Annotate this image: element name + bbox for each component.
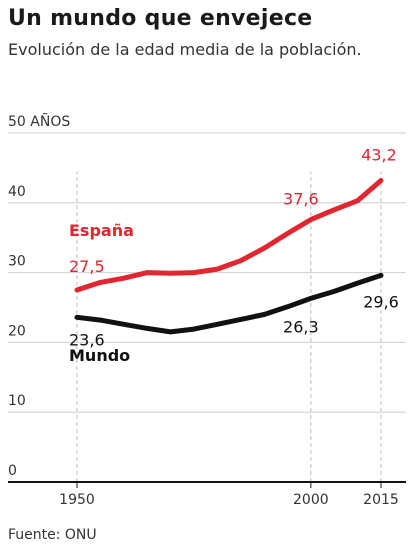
series-line-mundo <box>74 272 384 335</box>
series-line-espana <box>74 178 384 293</box>
data-label-espana-2015: 43,2 <box>361 145 397 164</box>
data-label-mundo-1950: 23,6 <box>69 330 105 349</box>
data-label-espana-2000: 37,6 <box>283 190 319 209</box>
x-tick-label-2015: 2015 <box>363 492 399 508</box>
chart-title: Un mundo que envejece <box>8 6 313 31</box>
y-tick-label-40: 40 <box>8 184 26 200</box>
y-tick-label-30: 30 <box>8 254 26 270</box>
y-tick-label-20: 20 <box>8 323 26 339</box>
source-note: Fuente: ONU <box>8 527 97 543</box>
y-tick-label-10: 10 <box>8 393 26 409</box>
data-label-mundo-2015: 29,6 <box>363 292 399 311</box>
x-tick-label-1950: 1950 <box>59 492 95 508</box>
y-tick-label-0: 0 <box>8 463 17 479</box>
x-tick-label-2000: 2000 <box>293 492 329 508</box>
chart-subtitle: Evolución de la edad media de la poblaci… <box>8 40 362 59</box>
data-label-mundo-2000: 26,3 <box>283 317 319 336</box>
series-label-espana: España <box>69 221 134 240</box>
y-tick-label-50: 50 AÑOS <box>8 113 70 130</box>
data-label-espana-1950: 27,5 <box>69 257 105 276</box>
series-label-mundo: Mundo <box>69 346 130 365</box>
